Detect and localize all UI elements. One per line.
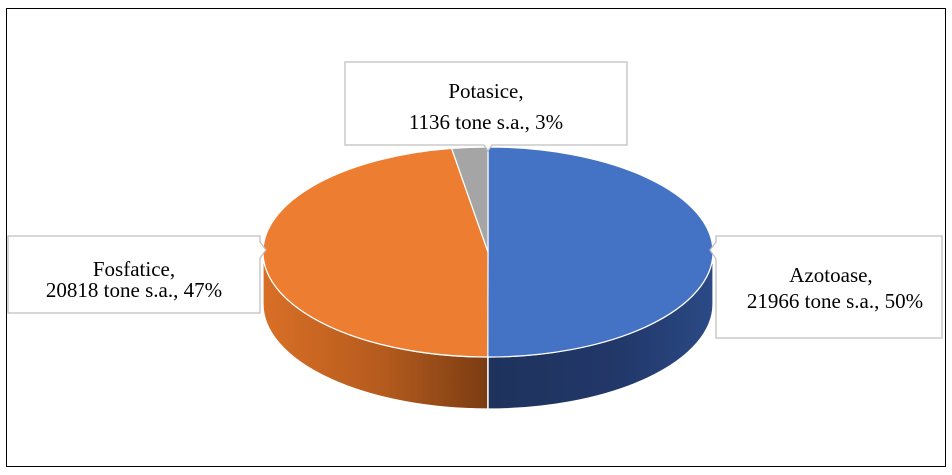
label-box-fosfatice: Fosfatice, 20818 tone s.a., 47% xyxy=(8,236,266,313)
label-potasice-line2: 1136 tone s.a., 3% xyxy=(409,110,563,134)
pie-tops xyxy=(263,147,713,357)
label-box-potasice: Potasice, 1136 tone s.a., 3% xyxy=(345,62,627,151)
label-potasice-line1: Potasice, xyxy=(448,79,523,103)
label-box-azotoase: Azotoase, 21966 tone s.a., 50% xyxy=(710,236,942,338)
label-fosfatice-line2: 20818 tone s.a., 47% xyxy=(46,278,222,302)
label-azotoase-line1: Azotoase, xyxy=(789,263,872,287)
label-azotoase-line2: 21966 tone s.a., 50% xyxy=(747,289,923,313)
